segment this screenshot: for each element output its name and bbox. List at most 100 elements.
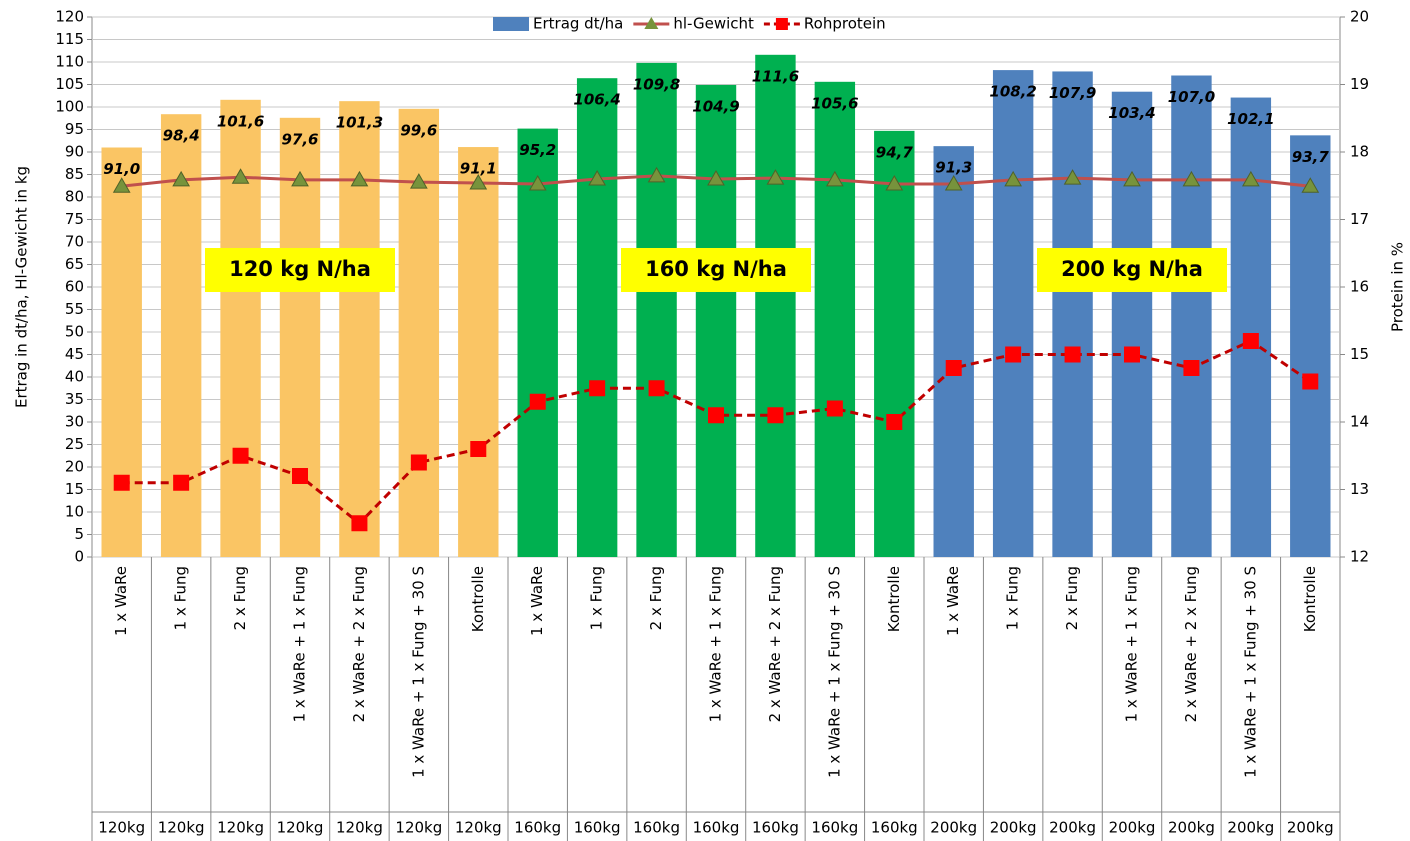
marker	[1124, 346, 1140, 363]
marker	[885, 174, 904, 191]
y-tick-label: 90	[65, 143, 84, 161]
y-tick-label: 55	[65, 300, 84, 318]
value-label: 94,7	[876, 143, 914, 161]
marker	[350, 170, 369, 187]
x-tick-label: Kontrolle	[1301, 566, 1319, 632]
marker	[410, 454, 427, 471]
marker	[1242, 333, 1259, 349]
annotation-box	[621, 248, 811, 292]
marker	[470, 441, 487, 457]
group-label: 200kg	[990, 819, 1037, 837]
y-tick-label: 40	[65, 368, 84, 386]
x-tick-label: 1 x WaRe + 1 x Fung	[1123, 566, 1141, 722]
y-axis-label: Ertrag in dt/ha, Hl-Gewicht in kg	[13, 166, 31, 408]
bar	[1171, 75, 1212, 557]
bar	[695, 84, 737, 557]
value-label: 111,6	[752, 67, 799, 85]
bar	[101, 147, 142, 557]
y-tick-label: 35	[65, 390, 84, 408]
x-tick-label: 2 x WaRe + 2 x Fung	[766, 566, 784, 722]
y-tick-label: 20	[65, 458, 84, 476]
value-label: 104,9	[692, 97, 739, 115]
value-label: 91,0	[103, 160, 140, 178]
marker	[945, 360, 962, 376]
marker	[826, 400, 843, 417]
group-label: 200kg	[1168, 819, 1215, 837]
marker	[409, 173, 428, 189]
marker	[767, 407, 784, 424]
y-tick-label: 0	[74, 548, 84, 566]
annotation-box	[1037, 248, 1227, 292]
y2-tick-label: 17	[1350, 210, 1369, 228]
bar	[1290, 135, 1331, 557]
bar	[933, 146, 974, 557]
y2-tick-label: 12	[1350, 548, 1369, 566]
marker	[1005, 346, 1022, 363]
marker	[529, 393, 546, 410]
marker	[589, 380, 606, 397]
value-label: 93,7	[1292, 148, 1330, 166]
bar	[458, 147, 499, 558]
annotation-box	[205, 248, 395, 292]
x-tick-label: 1 x WaRe	[112, 566, 130, 636]
x-tick-label: 1 x WaRe	[528, 566, 546, 636]
value-label: 109,8	[633, 75, 680, 93]
x-tick-label: 1 x Fung	[588, 566, 606, 630]
marker	[112, 177, 131, 193]
group-label: 200kg	[1287, 819, 1334, 837]
group-label: 160kg	[811, 819, 858, 837]
marker	[766, 169, 785, 185]
value-label: 99,6	[400, 121, 437, 139]
value-label: 107,9	[1049, 84, 1096, 102]
marker	[232, 447, 249, 464]
value-label: 106,4	[573, 91, 620, 109]
y-tick-label: 30	[65, 413, 84, 431]
legend-swatch	[493, 17, 529, 31]
y-tick-label: 105	[55, 75, 84, 93]
marker	[1063, 169, 1082, 185]
group-label: 200kg	[1049, 819, 1096, 837]
marker	[173, 474, 190, 491]
bar	[755, 54, 796, 558]
marker	[172, 170, 191, 187]
value-label: 91,3	[935, 159, 972, 177]
bar	[1230, 97, 1272, 558]
value-label: 91,1	[460, 160, 497, 178]
group-label: 160kg	[693, 819, 740, 837]
annotation: 120 kg N/ha	[229, 257, 371, 281]
y-tick-label: 65	[65, 255, 84, 273]
x-tick-label: 2 x Fung	[231, 566, 249, 630]
annotation: 200 kg N/ha	[1061, 257, 1203, 281]
marker	[1183, 360, 1200, 376]
value-label: 103,4	[1108, 104, 1155, 122]
x-tick-label: 2 x WaRe + 2 x Fung	[1182, 566, 1200, 722]
group-label: 200kg	[1109, 819, 1156, 837]
group-label: 160kg	[633, 819, 680, 837]
y-tick-label: 115	[55, 30, 84, 48]
marker	[1123, 170, 1141, 187]
y2-tick-label: 15	[1350, 345, 1369, 363]
y-tick-label: 50	[65, 323, 84, 341]
marker	[944, 174, 963, 191]
marker	[469, 174, 488, 190]
group-label: 160kg	[574, 819, 621, 837]
bar	[339, 101, 380, 558]
x-tick-label: Kontrolle	[885, 566, 903, 632]
y-tick-label: 95	[65, 120, 84, 138]
legend-marker	[644, 17, 659, 29]
marker	[292, 468, 308, 484]
legend-label: Ertrag dt/ha	[533, 15, 623, 33]
y-tick-label: 5	[74, 525, 84, 543]
group-label: 160kg	[752, 819, 799, 837]
bar	[1052, 71, 1093, 557]
value-label: 98,4	[163, 127, 200, 145]
y-tick-label: 100	[55, 98, 84, 116]
y2-tick-label: 18	[1350, 143, 1369, 161]
y-tick-label: 70	[65, 233, 84, 251]
marker	[1064, 346, 1081, 363]
y2-tick-label: 14	[1350, 413, 1369, 431]
y2-tick-label: 20	[1350, 8, 1369, 26]
marker	[1241, 170, 1260, 187]
group-label: 120kg	[217, 819, 264, 837]
